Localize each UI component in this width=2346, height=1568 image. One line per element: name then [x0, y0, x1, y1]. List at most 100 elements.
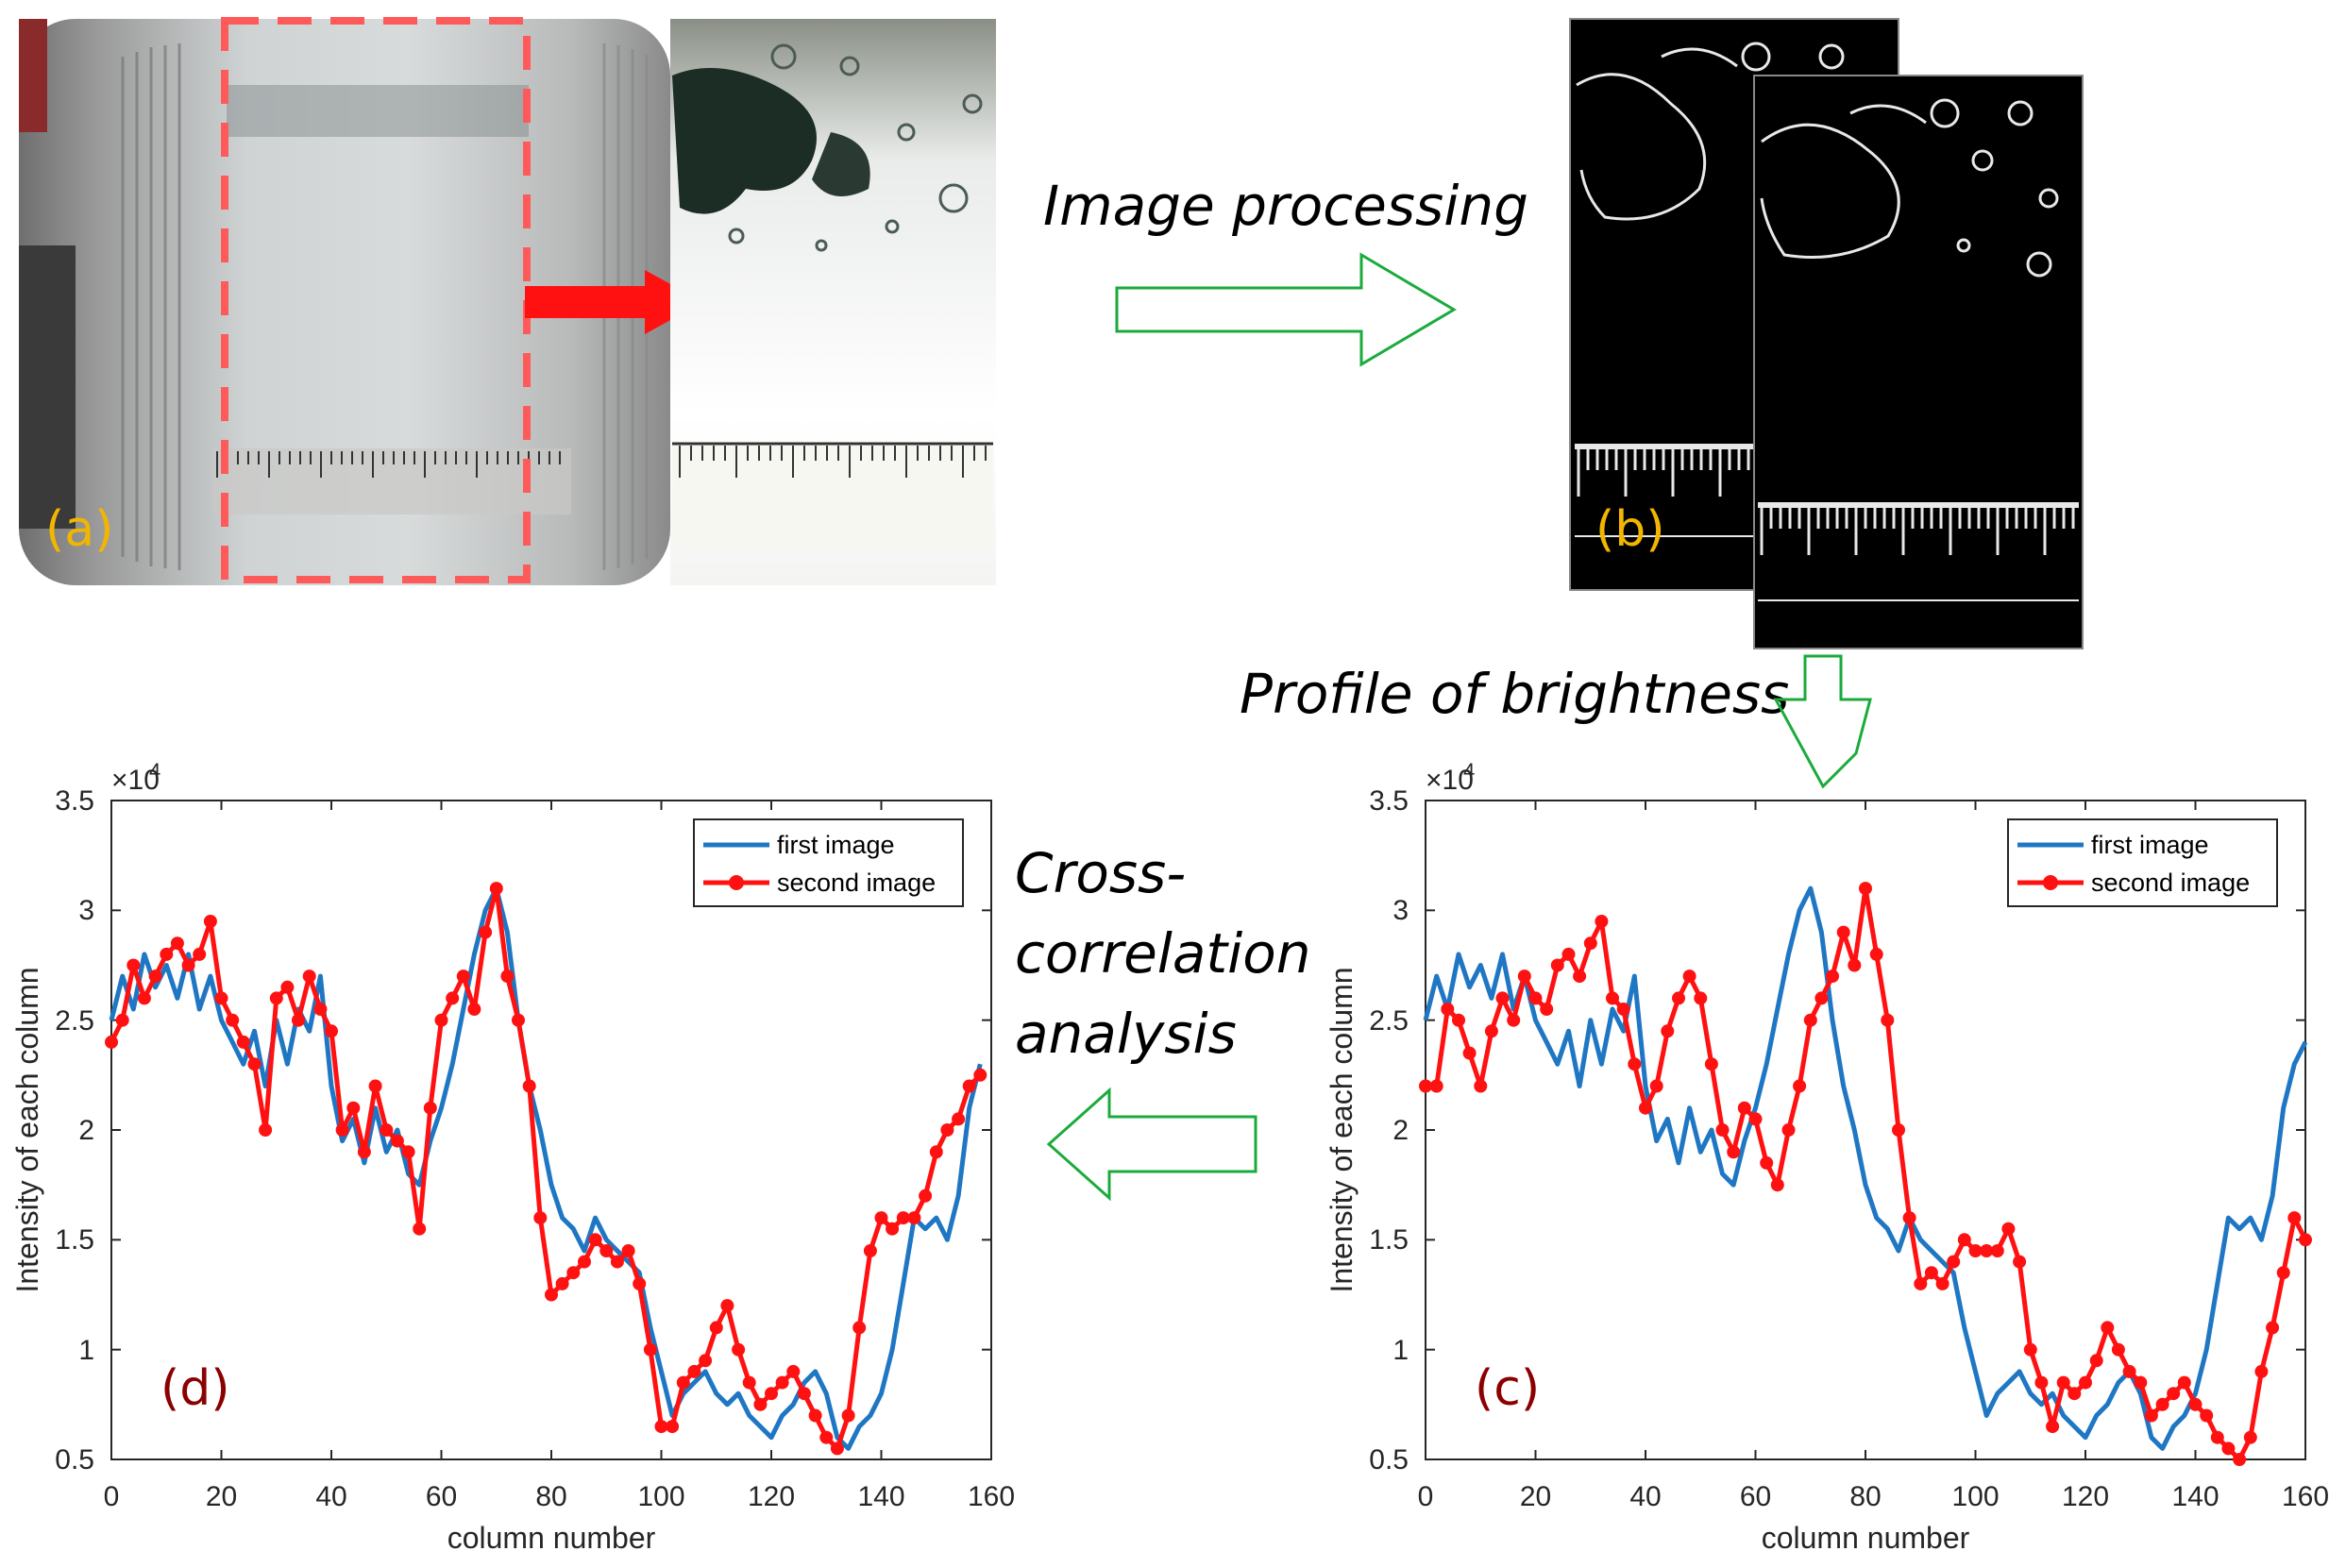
plot-d-second-image-point	[522, 1079, 536, 1093]
plot-d-second-image-point	[654, 1420, 668, 1434]
plot-d-second-image-point	[292, 1013, 305, 1027]
plot-d-legend-box	[693, 818, 964, 907]
plot-c-ytick: 3.5	[1369, 785, 1409, 817]
plot-c-exponent-power: 4	[1463, 759, 1475, 783]
plot-d-second-image-point	[137, 991, 151, 1005]
plot-d-second-image-point	[335, 1123, 349, 1137]
plot-d-second-image-point	[512, 1013, 525, 1027]
plot-c-second-image-point	[1859, 882, 1872, 896]
plot-c-second-image-point	[1737, 1101, 1751, 1115]
plot-d-xtick: 120	[748, 1481, 795, 1512]
plot-d-second-image-point	[808, 1408, 822, 1423]
plot-c-ytick: 2	[1392, 1115, 1409, 1146]
step-image-processing: Image processing	[1043, 174, 1528, 238]
plot-c-second-image-point	[2188, 1397, 2203, 1411]
plot-d-second-image-point	[500, 969, 515, 984]
photo-a-ink-band	[227, 85, 529, 137]
plot-d-second-image-point	[269, 991, 283, 1005]
plot-d-ytick: 1	[78, 1335, 94, 1366]
processed-image-2-ruler	[1758, 502, 2079, 508]
plot-d-second-image-point	[368, 1079, 382, 1093]
plot-d-second-image-point	[170, 936, 184, 951]
plot-d-legend-marker-second	[729, 875, 744, 890]
plot-d-second-image-point	[446, 991, 460, 1005]
plot-d-xtick: 0	[104, 1481, 120, 1512]
plot-c-second-image-point	[1793, 1079, 1807, 1093]
plot-d-second-image-point	[919, 1189, 933, 1203]
step-cross-line-3: analysis	[1015, 1002, 1237, 1066]
plot-c-second-image-point	[1606, 991, 1619, 1005]
panel-label-a: (a)	[45, 501, 113, 558]
plot-d-second-image-point	[390, 1134, 404, 1148]
plot-c-second-image-point	[2299, 1233, 2312, 1247]
plot-c-second-image-point	[1727, 1145, 1741, 1159]
plot-c-ytick: 1.5	[1369, 1224, 1409, 1256]
zoom-ruler	[672, 444, 993, 548]
plot-c-second-image-point	[2287, 1211, 2302, 1225]
plot-c-ytick: 3	[1392, 895, 1409, 926]
plot-d-second-image-point	[280, 980, 295, 994]
plot-c-second-image-point	[1748, 1112, 1763, 1126]
plot-d-second-image-point	[775, 1375, 789, 1390]
processed-image-2-edges	[1760, 98, 2059, 278]
plot-d-second-image-point	[105, 1035, 118, 1049]
zoom-bubbles	[728, 43, 983, 252]
plot-c-exponent: ×10 4	[1426, 759, 1475, 796]
plot-d-second-image-point	[423, 1101, 437, 1115]
plot-c-ytick: 0.5	[1369, 1444, 1409, 1475]
plot-d-second-image-point	[666, 1420, 680, 1434]
plot-c-second-image-point	[1661, 1024, 1675, 1038]
plot-c-ytick: 1	[1392, 1335, 1409, 1366]
plot-c-second-image-point	[1914, 1276, 1928, 1290]
plot-d-legend-first: first image	[777, 831, 895, 859]
plot-d-xtick: 100	[637, 1481, 684, 1512]
plot-c-second-image-point	[1968, 1244, 1983, 1257]
plot-d-second-image-point	[610, 1255, 624, 1269]
plot-d-second-image-point	[599, 1244, 614, 1257]
plot-c-second-image-point	[2068, 1387, 2082, 1401]
plot-d-second-image-point	[148, 969, 162, 984]
plot-d-second-image-point	[886, 1222, 900, 1236]
red-pointer-arrow	[525, 270, 703, 334]
photo-a-ruler	[212, 448, 571, 514]
plot-c-second-image-point	[1639, 1101, 1652, 1115]
plot-d-second-image-point	[797, 1387, 811, 1401]
plot-d-second-image-point	[819, 1430, 834, 1444]
plot-d-second-image-point	[346, 1101, 361, 1115]
plot-c-second-image-point	[2111, 1342, 2125, 1357]
plot-d-second-image-point	[489, 882, 503, 896]
plot-c-second-image-point	[1628, 1057, 1642, 1071]
plot-d-second-image-point	[380, 1123, 394, 1137]
plot-c-second-image-point	[2276, 1266, 2290, 1280]
plot-d-first-image-line	[109, 885, 983, 1451]
plot-c-ytick-labels: 0.5 1 1.5 2 2.5 3 3.5	[1369, 785, 1409, 1475]
plot-d-second-image-point	[115, 1013, 129, 1027]
plot-d-second-image-point	[203, 915, 217, 928]
plot-c-second-image-point	[1452, 1013, 1465, 1027]
plot-c-second-image-point	[1892, 1123, 1905, 1137]
plot-d-second-image-point	[699, 1354, 713, 1368]
plot-c-second-image-point	[1540, 1003, 1554, 1016]
plot-d-second-image-point	[226, 1013, 240, 1027]
plot-c-second-image-point	[2233, 1453, 2247, 1466]
processed-image-2-ticks	[1760, 508, 2075, 555]
plot-d-xtick-labels: 0 20 40 60 80 100 120 140 160	[104, 1481, 1015, 1512]
plot-c-axes-box	[1425, 800, 2306, 1460]
plot-c-second-image-point	[1836, 925, 1850, 939]
zoom-ink-blob	[672, 68, 817, 214]
arrow-right	[1115, 252, 1457, 367]
plot-d-second-image-point	[952, 1112, 966, 1126]
plot-c-second-image-point	[1980, 1244, 1994, 1257]
plot-c-xtick: 20	[1520, 1481, 1551, 1512]
plot-d-second-image-point	[193, 947, 207, 961]
plot-c-legend-marker-second	[2043, 875, 2058, 890]
plot-c-second-image-point	[2056, 1375, 2070, 1390]
plot-d-second-image-point	[896, 1211, 910, 1225]
plot-c-first-image-line	[1423, 885, 2308, 1451]
plot-c-xtick: 140	[2171, 1481, 2219, 1512]
plot-c-second-image-point	[1760, 1155, 1774, 1170]
plot-d-second-image-point	[687, 1364, 701, 1378]
plot-d-second-image-point	[413, 1222, 427, 1236]
plot-d-xtick: 160	[968, 1481, 1015, 1512]
plot-c-second-image-point	[1517, 969, 1531, 984]
